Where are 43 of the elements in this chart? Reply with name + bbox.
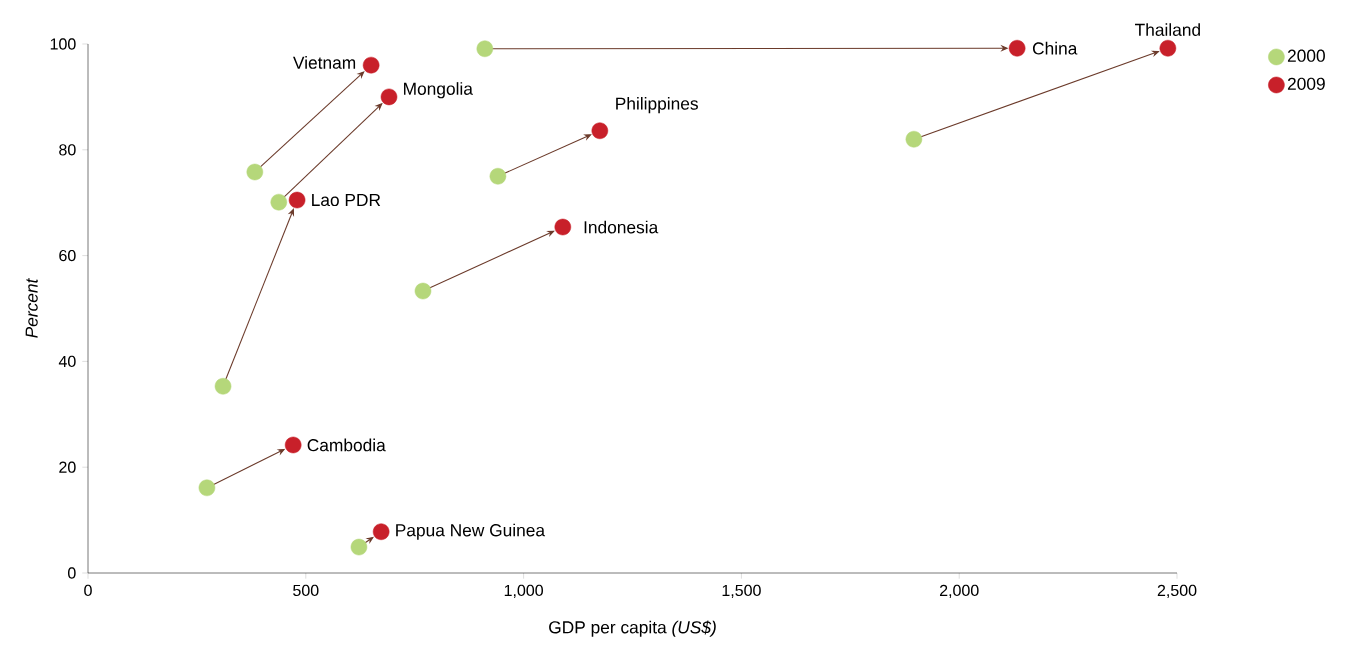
- point: [214, 377, 232, 395]
- point: [246, 163, 264, 181]
- legend-label: 2009: [1287, 77, 1325, 90]
- y-tick-label: 40: [58, 355, 76, 368]
- x-tick-label: 500: [293, 584, 319, 597]
- point: [414, 282, 432, 300]
- y-tick-label: 80: [59, 144, 76, 156]
- point: [380, 88, 398, 106]
- annotation: Thailand: [1135, 23, 1200, 36]
- annotation: Papua New Guinea: [396, 523, 546, 540]
- point: [476, 40, 494, 58]
- x-tick-label: 1,000: [504, 584, 543, 598]
- point: [270, 193, 288, 211]
- point: [362, 56, 380, 74]
- point: [591, 122, 609, 140]
- y-axis-title: Percent: [25, 278, 38, 338]
- point: [288, 191, 306, 209]
- x-tick-label: 1,500: [722, 584, 761, 598]
- annotation: China: [1032, 41, 1078, 55]
- annotation: Lao PDR: [312, 194, 381, 207]
- annotation: Cambodia: [307, 438, 386, 452]
- point: [198, 479, 216, 497]
- point: [489, 167, 507, 185]
- y-tick-label: 60: [59, 249, 76, 262]
- y-tick-label: 20: [59, 461, 76, 473]
- x-axis-title: GDP per capita (US$): [549, 620, 716, 637]
- point: [1008, 39, 1026, 57]
- point: [1159, 39, 1177, 57]
- x-tick-label: 2,500: [1157, 584, 1197, 598]
- annotation: Philippines: [616, 96, 698, 114]
- legend-label: 2000: [1287, 49, 1325, 62]
- point: [350, 538, 368, 556]
- y-tick-label: 100: [50, 38, 76, 50]
- annotation: Indonesia: [584, 220, 659, 234]
- x-tick-label: 0: [84, 584, 92, 597]
- point: [905, 130, 923, 148]
- point: [284, 436, 302, 454]
- annotation: Vietnam: [293, 56, 356, 69]
- x-tick-label: 2,000: [939, 584, 979, 598]
- y-tick-label: 0: [68, 567, 76, 579]
- point: [372, 523, 390, 541]
- annotation: Mongolia: [404, 82, 473, 99]
- point: [554, 218, 572, 236]
